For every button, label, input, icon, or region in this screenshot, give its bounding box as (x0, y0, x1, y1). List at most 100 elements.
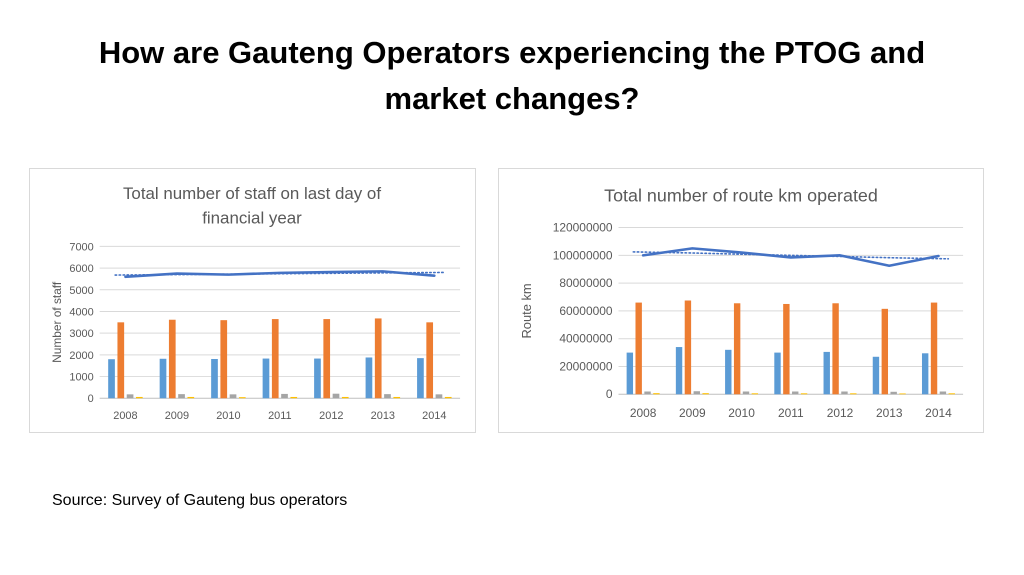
route-km-y-tick-label: 100000000 (553, 248, 613, 262)
route-km-bar-gray (841, 391, 848, 395)
route-km-x-tick-label: 2014 (925, 406, 952, 420)
route-km-bar-orange (684, 300, 692, 395)
route-km-bar-gray (939, 391, 947, 395)
route-km-chart-panel: Total number of route km operated 0 200000… (498, 168, 984, 433)
staff-bar-blue (159, 358, 167, 399)
staff-bar-yellow (135, 396, 143, 399)
route-km-bar-blue (675, 347, 683, 395)
route-km-bar-orange (832, 303, 839, 395)
route-km-bar-gray (742, 391, 750, 395)
staff-bar-orange (271, 319, 279, 399)
staff-y-axis-label: Number of staff (50, 281, 64, 363)
route-km-x-tick-label: 2008 (630, 406, 657, 420)
route-km-bar-yellow (850, 393, 857, 395)
route-km-bar-yellow (653, 393, 660, 395)
staff-x-tick-label: 2008 (113, 410, 137, 422)
staff-bar-orange (323, 319, 331, 399)
route-km-y-tick-label: 80000000 (559, 276, 613, 290)
staff-bar-yellow (341, 396, 349, 399)
slide-title-line-2: market changes? (384, 81, 640, 116)
staff-bar-yellow (290, 396, 298, 399)
staff-bar-blue (108, 359, 115, 399)
route-km-x-tick-label: 2009 (679, 406, 706, 420)
route-km-y-axis-label: Route km (519, 283, 534, 338)
route-km-bar-yellow (899, 393, 906, 395)
route-km-x-tick-label: 2013 (876, 406, 903, 420)
staff-bar-orange (374, 318, 382, 399)
route-km-bar-orange (881, 308, 889, 395)
route-km-series-line (641, 247, 940, 268)
staff-bar-orange (168, 319, 176, 399)
staff-chart-panel: Total number of staff on last day of fina… (29, 168, 476, 433)
route-km-y-tick-label: 0 (606, 387, 613, 401)
route-km-bar-blue (626, 352, 634, 395)
route-km-bar-yellow (702, 393, 709, 395)
route-km-bar-orange (733, 303, 741, 395)
route-km-x-tick-label: 2010 (728, 406, 755, 420)
staff-trendline (114, 271, 446, 276)
staff-x-tick-label: 2011 (268, 410, 292, 422)
staff-bar-blue (262, 358, 270, 399)
staff-x-tick-label: 2013 (371, 410, 395, 422)
route-km-bar-yellow (948, 393, 955, 395)
staff-bar-gray (229, 394, 237, 399)
route-km-bar-yellow (800, 393, 808, 395)
staff-chart-title-line: Total number of staff on last day of (123, 184, 381, 203)
staff-bar-gray (435, 394, 443, 399)
slide-title: How are Gauteng Operators experiencing t… (50, 30, 974, 122)
route-km-bar-orange (635, 302, 642, 395)
staff-y-tick-label: 3000 (69, 328, 93, 340)
staff-bar-gray (332, 393, 340, 399)
staff-bar-yellow (393, 396, 401, 399)
route-km-bar-blue (872, 356, 880, 395)
route-km-trendline (632, 251, 950, 260)
staff-bar-blue (417, 358, 424, 399)
route-km-chart: Total number of route km operated 0 200000… (519, 186, 964, 420)
route-km-y-tick-label: 120000000 (553, 221, 613, 235)
route-km-x-tick-label: 2012 (827, 406, 854, 420)
staff-y-tick-label: 0 (88, 393, 94, 405)
staff-bar-orange (426, 322, 434, 399)
route-km-bar-blue (823, 351, 830, 395)
staff-x-tick-label: 2014 (422, 410, 446, 422)
route-km-bar-orange (930, 302, 938, 395)
staff-bar-yellow (187, 396, 195, 399)
staff-bar-gray (281, 393, 288, 399)
route-km-chart-title-line: Total number of route km operated (604, 186, 878, 206)
staff-x-tick-label: 2012 (319, 410, 343, 422)
staff-y-tick-label: 6000 (69, 263, 93, 275)
staff-bar-gray (126, 394, 134, 399)
route-km-bar-blue (725, 349, 732, 395)
route-km-y-tick-label: 20000000 (559, 359, 613, 373)
staff-x-tick-label: 2010 (216, 410, 240, 422)
route-km-bar-gray (693, 391, 700, 395)
staff-bar-orange (117, 322, 125, 399)
staff-bar-blue (314, 358, 321, 399)
staff-chart-title-line: financial year (202, 209, 302, 228)
route-km-bar-gray (890, 391, 897, 395)
staff-x-tick-label: 2009 (165, 410, 189, 422)
route-km-bar-blue (921, 353, 929, 395)
staff-bar-blue (365, 357, 373, 399)
route-km-x-tick-label: 2011 (778, 406, 804, 420)
staff-y-tick-label: 7000 (69, 241, 93, 253)
route-km-bar-blue (774, 352, 781, 395)
staff-bar-gray (178, 394, 185, 399)
staff-series-line (124, 270, 436, 279)
route-km-bar-orange (783, 303, 790, 395)
staff-y-tick-label: 5000 (69, 285, 93, 297)
staff-bar-orange (220, 320, 228, 399)
slide-title-line-1: How are Gauteng Operators experiencing t… (98, 35, 926, 70)
route-km-bar-yellow (751, 393, 759, 395)
staff-bar-gray (384, 394, 391, 399)
staff-bar-yellow (444, 396, 452, 399)
route-km-bar-gray (792, 391, 799, 395)
staff-y-tick-label: 4000 (69, 306, 93, 318)
staff-y-tick-label: 2000 (69, 350, 93, 362)
staff-y-tick-label: 1000 (69, 372, 93, 384)
route-km-y-tick-label: 40000000 (559, 332, 613, 346)
source-note: Source: Survey of Gauteng bus operators (52, 492, 348, 509)
staff-bar-blue (211, 358, 218, 399)
route-km-bar-gray (644, 391, 651, 395)
staff-bar-yellow (238, 397, 246, 399)
